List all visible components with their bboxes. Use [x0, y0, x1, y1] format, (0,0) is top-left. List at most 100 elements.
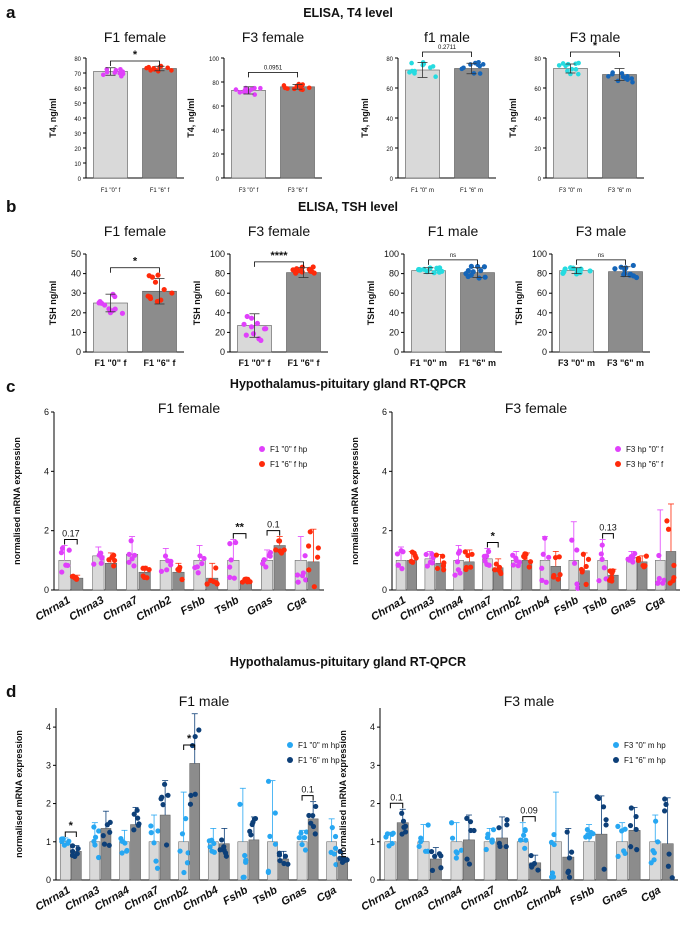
data-point — [59, 569, 65, 575]
data-point — [98, 560, 104, 566]
data-point — [401, 824, 407, 830]
data-point — [489, 837, 495, 843]
data-point — [337, 848, 343, 855]
y-tick-label: 30 — [71, 288, 81, 298]
data-point — [575, 585, 581, 591]
data-point — [106, 557, 112, 563]
y-tick-label: 60 — [74, 87, 81, 93]
data-point — [422, 848, 429, 854]
significance-label: 0.09 — [520, 806, 538, 816]
data-point — [337, 855, 343, 861]
x-tick-label: F1 "0" m — [411, 188, 434, 194]
data-point — [552, 554, 559, 561]
data-point — [522, 827, 528, 833]
comparison-bracket — [254, 261, 304, 267]
data-point — [104, 67, 110, 72]
data-point — [333, 861, 339, 868]
data-point — [433, 74, 438, 80]
chart-3: F3 male 0 20 40 60 80 T4, ng/ml F3 "0" m F3 "6" … — [508, 29, 644, 194]
data-point — [189, 742, 196, 749]
data-point — [277, 548, 283, 554]
data-point — [221, 844, 227, 850]
panel-letter-d: d — [6, 682, 16, 701]
data-point — [522, 845, 528, 851]
y-tick-label: 0 — [542, 347, 547, 357]
data-point — [241, 874, 247, 880]
data-point — [440, 553, 446, 559]
data-point — [468, 62, 473, 67]
data-point — [548, 839, 555, 846]
data-point — [641, 564, 647, 570]
data-point — [453, 855, 459, 861]
chart-title: f1 male — [424, 29, 470, 45]
data-point — [565, 68, 570, 74]
data-point — [580, 551, 586, 557]
x-tick-label: Chrna3 — [392, 884, 431, 913]
data-point — [70, 843, 76, 849]
data-point — [389, 831, 395, 837]
data-point — [671, 562, 677, 568]
data-point — [152, 66, 157, 72]
data-point — [574, 581, 580, 587]
data-point — [484, 561, 490, 568]
chart-title: F1 male — [428, 223, 479, 239]
y-tick-label: 0 — [382, 585, 387, 595]
bar — [93, 71, 128, 179]
data-point — [296, 835, 302, 841]
data-point — [669, 875, 675, 881]
legend-label: F3 hp "0" f — [626, 445, 664, 454]
data-point — [305, 543, 312, 549]
data-point — [429, 867, 436, 874]
data-point — [599, 556, 605, 562]
data-point — [622, 266, 628, 272]
data-point — [629, 76, 635, 81]
significance-label: * — [187, 733, 192, 745]
bar — [460, 272, 495, 353]
y-axis-title: TSH ng/ml — [48, 281, 58, 326]
y-tick-label: 6 — [44, 407, 49, 417]
y-axis-title: TSH ng/ml — [514, 281, 524, 326]
y-tick-label: 20 — [215, 327, 225, 337]
comparison-bracket — [522, 816, 536, 822]
data-point — [258, 85, 263, 91]
data-point — [540, 551, 546, 557]
y-tick-label: 40 — [71, 269, 81, 279]
data-point — [144, 65, 149, 71]
data-point — [227, 564, 233, 570]
data-point — [237, 90, 243, 95]
data-point — [409, 60, 414, 66]
data-point — [91, 824, 97, 830]
y-axis-title: normalised mRNA expression — [12, 437, 22, 565]
data-point — [457, 570, 463, 576]
data-point — [307, 268, 314, 274]
data-point — [571, 560, 578, 566]
data-point — [434, 565, 441, 572]
data-point — [416, 843, 422, 850]
x-tick-label: Chrna7 — [101, 594, 141, 624]
data-point — [448, 820, 455, 826]
bar — [142, 68, 177, 179]
chart-4: F1 female 0 10 20 30 40 50 TSH ng/ml F1 "0" f F1 … — [48, 223, 184, 368]
y-tick-label: 0 — [46, 875, 51, 885]
data-point — [310, 264, 316, 270]
data-point — [452, 572, 458, 578]
legend-label: F3 "0" m hp — [624, 741, 666, 750]
data-point — [468, 564, 474, 570]
data-point — [223, 853, 229, 859]
bar — [553, 68, 588, 179]
data-point — [440, 563, 447, 569]
legend-marker — [613, 742, 619, 748]
data-point — [250, 331, 257, 337]
data-point — [285, 861, 291, 867]
y-tick-label: 2 — [44, 526, 49, 536]
significance-label: * — [133, 256, 138, 268]
y-tick-label: 80 — [534, 57, 541, 63]
chart-6: F1 male 0 20 40 60 80 100 TSH ng/ml F1 "0" m F1 "… — [366, 223, 502, 368]
data-point — [260, 561, 266, 567]
data-point — [453, 849, 459, 855]
data-point — [129, 556, 135, 562]
y-tick-label: 20 — [386, 147, 393, 153]
y-tick-label: 4 — [46, 722, 51, 732]
data-point — [573, 61, 578, 67]
